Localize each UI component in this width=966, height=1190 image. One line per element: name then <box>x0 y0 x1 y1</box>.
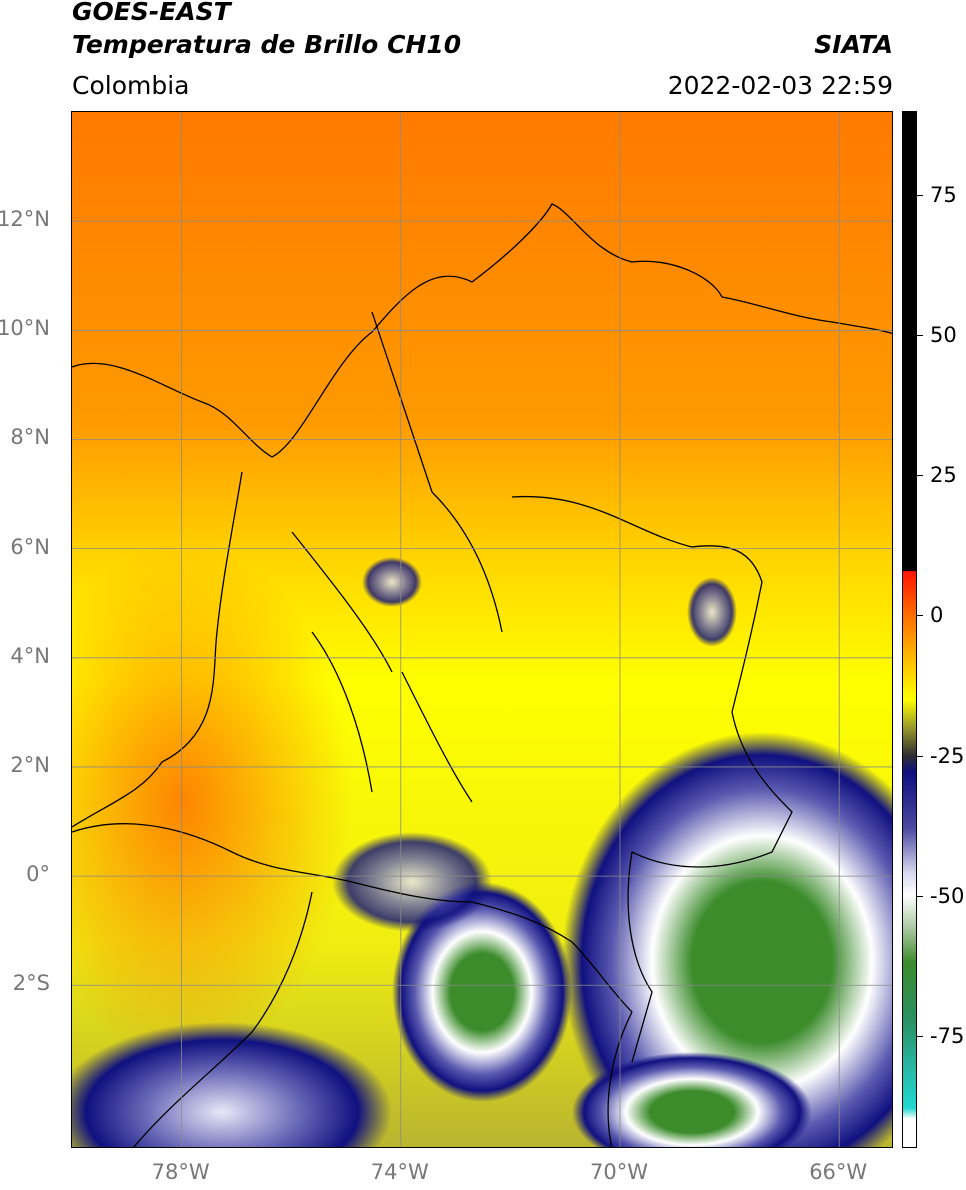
cloud-cluster-se <box>562 732 892 1147</box>
cloud-cluster-s <box>392 882 572 1102</box>
colorbar-tick <box>917 335 923 337</box>
timestamp-label: 2022-02-03 22:59 <box>667 71 893 100</box>
caribbean-coast <box>72 203 892 458</box>
lat-tick-label: 2°S <box>12 971 50 996</box>
colorbar-label: 0 <box>930 603 944 628</box>
lat-tick-label: 10°N <box>0 316 50 341</box>
colorbar-label: -50 <box>930 883 965 908</box>
colombia-east-border <box>511 495 793 1063</box>
cloud-cluster-andes <box>362 557 422 607</box>
lon-tick-label: 70°W <box>590 1160 648 1184</box>
pacific-coast <box>72 471 243 828</box>
lon-tick-label: 66°W <box>809 1160 868 1184</box>
satellite-map <box>71 111 893 1148</box>
colorbar-tick <box>917 195 923 197</box>
colorbar-tick <box>917 475 923 477</box>
cloud-cluster-amazon <box>332 832 492 932</box>
internal-borders <box>291 311 503 803</box>
colorbar-label: 50 <box>930 323 957 348</box>
lat-tick-label: 4°N <box>10 643 50 668</box>
cloud-cluster-bottom <box>572 1052 812 1147</box>
colorbar-tick <box>917 895 923 897</box>
colombia-south-border <box>72 823 633 1013</box>
colorbar-tick <box>917 615 923 617</box>
colorbar-label: 25 <box>930 463 957 488</box>
lat-tick-label: 6°N <box>10 534 50 559</box>
satellite-title: GOES-EAST <box>72 0 231 26</box>
product-title: Temperatura de Brillo CH10 <box>72 30 462 59</box>
peru-border <box>132 891 313 1147</box>
lat-tick-label: 12°N <box>0 207 50 232</box>
colorbar-label: -75 <box>930 1023 965 1048</box>
colorbar <box>902 111 917 1148</box>
colorbar-tick <box>917 1035 923 1037</box>
country-borders <box>72 203 892 1147</box>
cloud-cluster-sw <box>72 1022 392 1147</box>
lon-tick-label: 78°W <box>151 1160 210 1184</box>
lat-tick-label: 2°N <box>10 752 50 777</box>
graticule <box>72 112 892 1147</box>
cloud-cluster-east <box>687 577 737 647</box>
colorbar-label: 75 <box>930 183 957 208</box>
colorbar-label: -25 <box>930 743 965 768</box>
region-label: Colombia <box>72 71 190 100</box>
agency-label: SIATA <box>814 30 893 59</box>
brazil-border <box>607 1011 633 1147</box>
lat-tick-label: 8°N <box>10 425 50 450</box>
colorbar-tick <box>917 755 923 757</box>
lat-tick-label: 0° <box>26 862 50 887</box>
lon-tick-label: 74°W <box>370 1160 429 1184</box>
pacific-warm-region <box>72 542 352 1062</box>
